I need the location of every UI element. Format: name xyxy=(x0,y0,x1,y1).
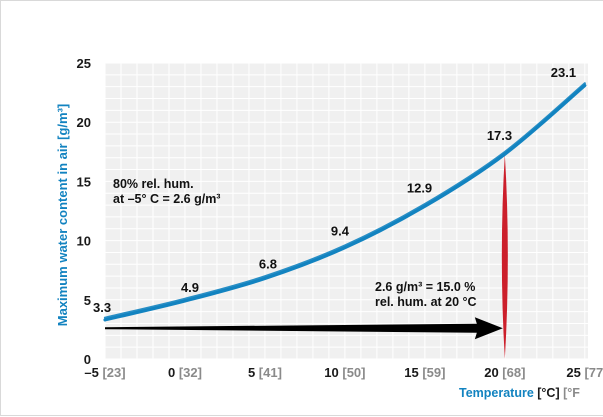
data-label: 3.3 xyxy=(93,300,111,315)
x-tick-label: 20 [68] xyxy=(484,365,525,380)
y-axis-label: Maximum water content in air [g/m³] xyxy=(55,104,70,326)
saturation-marker xyxy=(501,154,508,359)
x-tick-label: 25 [77 xyxy=(566,365,603,380)
data-label: 17.3 xyxy=(487,128,512,143)
y-tick-label: 5 xyxy=(84,293,91,308)
data-label: 12.9 xyxy=(407,180,432,195)
data-label: 23.1 xyxy=(551,65,576,80)
data-label: 6.8 xyxy=(259,256,277,271)
chart-labels: 0 5 10 15 20 25 –5 [23] 0 [32] 5 [41] 10 [50] 15 [… xyxy=(55,56,603,400)
annotation-line: rel. hum. at 20 °C xyxy=(375,295,477,309)
data-label: 4.9 xyxy=(181,280,199,295)
water-content-curve xyxy=(103,83,587,322)
x-tick-label: 15 [59] xyxy=(404,365,445,380)
y-tick-label: 25 xyxy=(77,56,91,71)
y-tick-label: 10 xyxy=(77,234,91,249)
cooling-arrow xyxy=(105,317,503,340)
y-tick-label: 15 xyxy=(77,174,91,189)
x-axis-label: Temperature [°C] [°F xyxy=(459,386,580,400)
x-tick-label: 5 [41] xyxy=(248,365,282,380)
chart-marks xyxy=(103,82,587,359)
annotation-line: 80% rel. hum. xyxy=(113,177,194,191)
y-tick-label: 20 xyxy=(77,115,91,130)
water-content-curve-edge xyxy=(103,82,586,319)
x-tick-label: 10 [50] xyxy=(324,365,365,380)
x-tick-label: 0 [32] xyxy=(168,365,202,380)
data-label: 9.4 xyxy=(331,224,350,239)
x-tick-label: –5 [23] xyxy=(84,365,125,380)
y-tick-label: 0 xyxy=(84,352,91,367)
annotation-line: 2.6 g/m³ = 15.0 % xyxy=(375,280,475,294)
plot-area xyxy=(105,63,588,359)
annotation-line: at –5° C = 2.6 g/m³ xyxy=(113,192,220,206)
